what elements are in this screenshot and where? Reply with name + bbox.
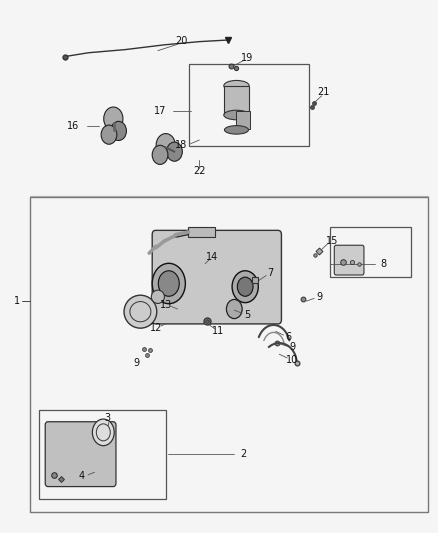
Text: 9: 9 — [316, 292, 322, 302]
Bar — [330, 227, 411, 277]
Text: 15: 15 — [326, 236, 339, 246]
Text: 5: 5 — [244, 310, 251, 320]
Circle shape — [152, 146, 168, 165]
Text: 16: 16 — [67, 120, 79, 131]
Text: 8: 8 — [381, 259, 387, 269]
Circle shape — [111, 122, 127, 141]
Text: 13: 13 — [159, 300, 172, 310]
Circle shape — [152, 263, 185, 304]
Text: 11: 11 — [212, 326, 224, 336]
FancyBboxPatch shape — [152, 230, 282, 324]
Text: 10: 10 — [286, 354, 298, 365]
Text: 21: 21 — [318, 87, 330, 97]
Circle shape — [226, 300, 242, 319]
Circle shape — [166, 142, 182, 161]
Bar — [30, 197, 427, 512]
Text: 12: 12 — [149, 322, 162, 333]
Bar — [237, 111, 250, 130]
FancyBboxPatch shape — [334, 245, 364, 275]
Ellipse shape — [224, 110, 249, 120]
Text: 19: 19 — [241, 53, 254, 63]
Text: 18: 18 — [174, 140, 187, 150]
Text: 17: 17 — [154, 106, 166, 116]
Text: 9: 9 — [289, 342, 295, 352]
Text: 4: 4 — [78, 472, 85, 481]
Circle shape — [237, 277, 253, 296]
Text: 1: 1 — [14, 296, 20, 306]
Circle shape — [101, 125, 117, 144]
Circle shape — [158, 271, 179, 296]
Ellipse shape — [224, 126, 248, 134]
Circle shape — [232, 271, 258, 303]
Text: 22: 22 — [193, 166, 205, 176]
Ellipse shape — [124, 295, 157, 328]
Text: 7: 7 — [267, 268, 274, 278]
Ellipse shape — [224, 80, 249, 91]
Bar — [224, 86, 249, 115]
FancyBboxPatch shape — [45, 422, 116, 487]
Bar — [189, 64, 309, 147]
Ellipse shape — [151, 290, 164, 303]
Text: 3: 3 — [105, 413, 111, 423]
Circle shape — [92, 419, 114, 446]
Text: 14: 14 — [206, 252, 219, 262]
Text: 2: 2 — [240, 449, 246, 458]
Text: 6: 6 — [286, 332, 292, 342]
Text: 9: 9 — [133, 358, 139, 368]
Circle shape — [104, 107, 123, 131]
Text: 20: 20 — [176, 36, 188, 46]
Bar — [188, 227, 215, 237]
Circle shape — [156, 134, 175, 157]
Bar — [39, 410, 166, 499]
